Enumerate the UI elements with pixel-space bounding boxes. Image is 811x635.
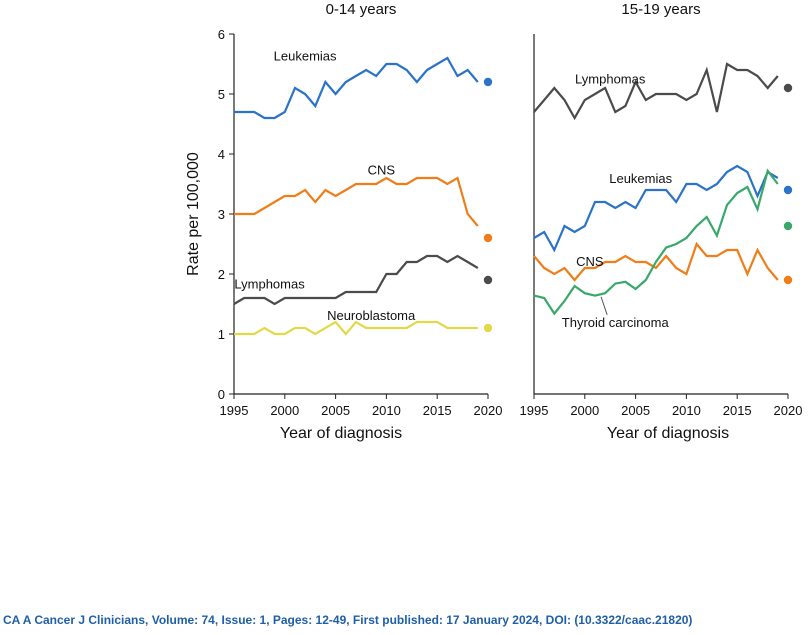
panel-1-series-label-cns: CNS <box>368 163 396 178</box>
panel-1-y-axis-label: Rate per 100,000 <box>185 152 202 276</box>
panel-1-y-tick-label: 0 <box>218 387 225 402</box>
panel-1-x-tick-label: 2005 <box>321 403 350 418</box>
panel-2-x-tick-label: 2005 <box>621 403 650 418</box>
panel-2-thyroid-leader-line <box>600 296 608 315</box>
panel-1-x-axis-label: Year of diagnosis <box>280 425 402 442</box>
panel-2-x-axis-label: Year of diagnosis <box>607 425 729 442</box>
panel-1-y-tick-label: 6 <box>218 27 225 42</box>
panel-2-point-2020-cns <box>783 275 793 285</box>
panel-1-y-tick-label: 4 <box>218 147 225 162</box>
panel-1-point-2020-neuroblastoma <box>483 323 493 333</box>
panel-1-point-2020-lymphomas <box>483 275 493 285</box>
panel-2-series-line-lymphomas <box>533 62 779 121</box>
panel-1-x-tick-label: 2015 <box>423 403 452 418</box>
citation-text: CA A Cancer J Clinicians, Volume: 74, Is… <box>3 613 693 627</box>
panel-2-point-2020-lymphomas <box>783 83 793 93</box>
panel-2-series-label-leukemias: Leukemias <box>609 171 672 186</box>
panel-1-y-tick-label: 1 <box>218 327 225 342</box>
panel-2-x-tick-label: 2010 <box>672 403 701 418</box>
panel-1-series-line-cns <box>234 176 479 227</box>
panel-1-x-tick-label: 2000 <box>270 403 299 418</box>
panel-2-x-tick-label: 2015 <box>723 403 752 418</box>
panel-2-title: 15-19 years <box>621 1 700 18</box>
panel-1-series-line-leukemias <box>234 56 479 120</box>
chart-svg: 0-14 years 1995 2000 2005 2010 2015 2020 0 1 2 3 4 5… <box>185 1 803 442</box>
panel-1-point-2020-leukemias <box>483 77 493 87</box>
panel-2-x-tick-label: 2020 <box>774 403 803 418</box>
panel-2-x-tick-label: 2000 <box>570 403 599 418</box>
panel-1-series-label-leukemias: Leukemias <box>274 49 337 64</box>
panel-2-series-label-thyroid: Thyroid carcinoma <box>562 315 670 330</box>
panel-2-series-label-cns: CNS <box>576 254 604 269</box>
panel-1-series-label-lymphomas: Lymphomas <box>234 277 305 292</box>
panel-2-x-tick-label: 1995 <box>520 403 549 418</box>
panel-1-series-label-neuroblastoma: Neuroblastoma <box>327 308 416 323</box>
panel-1-y-tick-label: 3 <box>218 207 225 222</box>
panel-1-title: 0-14 years <box>326 1 397 18</box>
panel-2-series-line-thyroid <box>533 168 779 316</box>
panel-2-point-2020-leukemias <box>783 185 793 195</box>
panel-1-y-tick-label: 2 <box>218 267 225 282</box>
panel-2-series-line-leukemias <box>533 164 779 253</box>
panel-1-x-tick-label: 2010 <box>372 403 401 418</box>
panel-2-series-line-cns <box>533 241 779 282</box>
panel-2-point-2020-thyroid <box>783 221 793 231</box>
panel-1-series-line-lymphomas <box>233 254 479 306</box>
panel-1-y-tick-label: 5 <box>218 87 225 102</box>
panel-1-series-line-neuroblastoma <box>234 320 478 336</box>
panel-1-x-tick-label: 1995 <box>220 403 249 418</box>
panel-1-x-tick-label: 2020 <box>474 403 503 418</box>
panel-2-series-label-lymphomas: Lymphomas <box>575 71 646 86</box>
panel-1-point-2020-cns <box>483 233 493 243</box>
